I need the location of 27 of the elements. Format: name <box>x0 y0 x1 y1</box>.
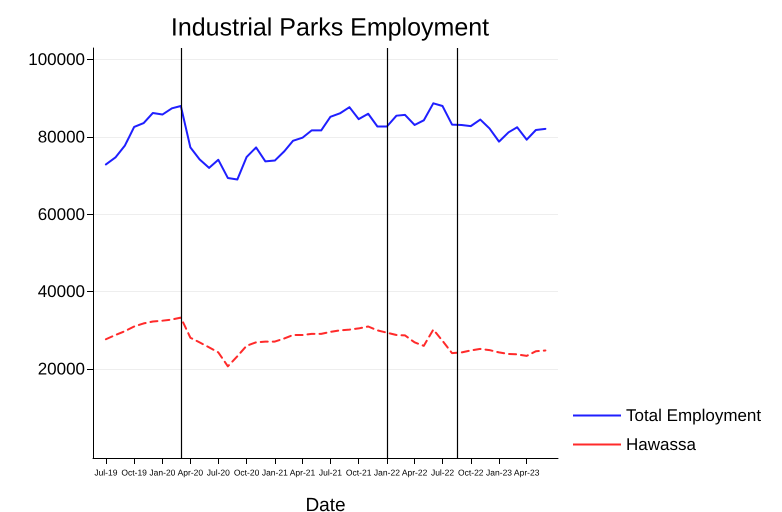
x-tick-label: Jul-22 <box>430 468 454 478</box>
x-tick-label: Apr-20 <box>178 468 204 478</box>
x-tick-label: Apr-21 <box>290 468 316 478</box>
x-tick-label: Oct-22 <box>458 468 484 478</box>
legend-label: Hawassa <box>626 435 696 454</box>
x-tick-label: Jan-23 <box>486 468 512 478</box>
y-tick-label: 80000 <box>38 127 85 146</box>
y-tick-label: 40000 <box>38 282 85 302</box>
x-tick-label: Jan-20 <box>149 468 176 478</box>
x-tick-label: Oct-21 <box>346 468 372 478</box>
x-tick-label: Jul-21 <box>318 468 342 478</box>
line-series <box>104 102 546 181</box>
legend-label: Total Employment <box>626 406 762 425</box>
x-axis-title: Date <box>305 495 346 512</box>
x-tick-label: Jan-22 <box>374 468 400 478</box>
x-tick-label: Apr-23 <box>514 468 540 478</box>
x-tick-label: Jul-20 <box>206 468 230 478</box>
x-tick-label: Jan-21 <box>262 468 288 478</box>
y-tick-label: 60000 <box>38 204 85 224</box>
x-tick-label: Oct-20 <box>234 468 260 478</box>
y-tick-label: 100000 <box>28 50 85 70</box>
chart-title: Industrial Parks Employment <box>170 14 490 42</box>
line-series <box>104 316 546 368</box>
x-tick-label: Oct-19 <box>121 468 148 478</box>
y-tick-label: 20000 <box>38 360 85 379</box>
x-tick-label: Jul-19 <box>94 468 118 478</box>
x-tick-label: Apr-22 <box>402 468 428 478</box>
